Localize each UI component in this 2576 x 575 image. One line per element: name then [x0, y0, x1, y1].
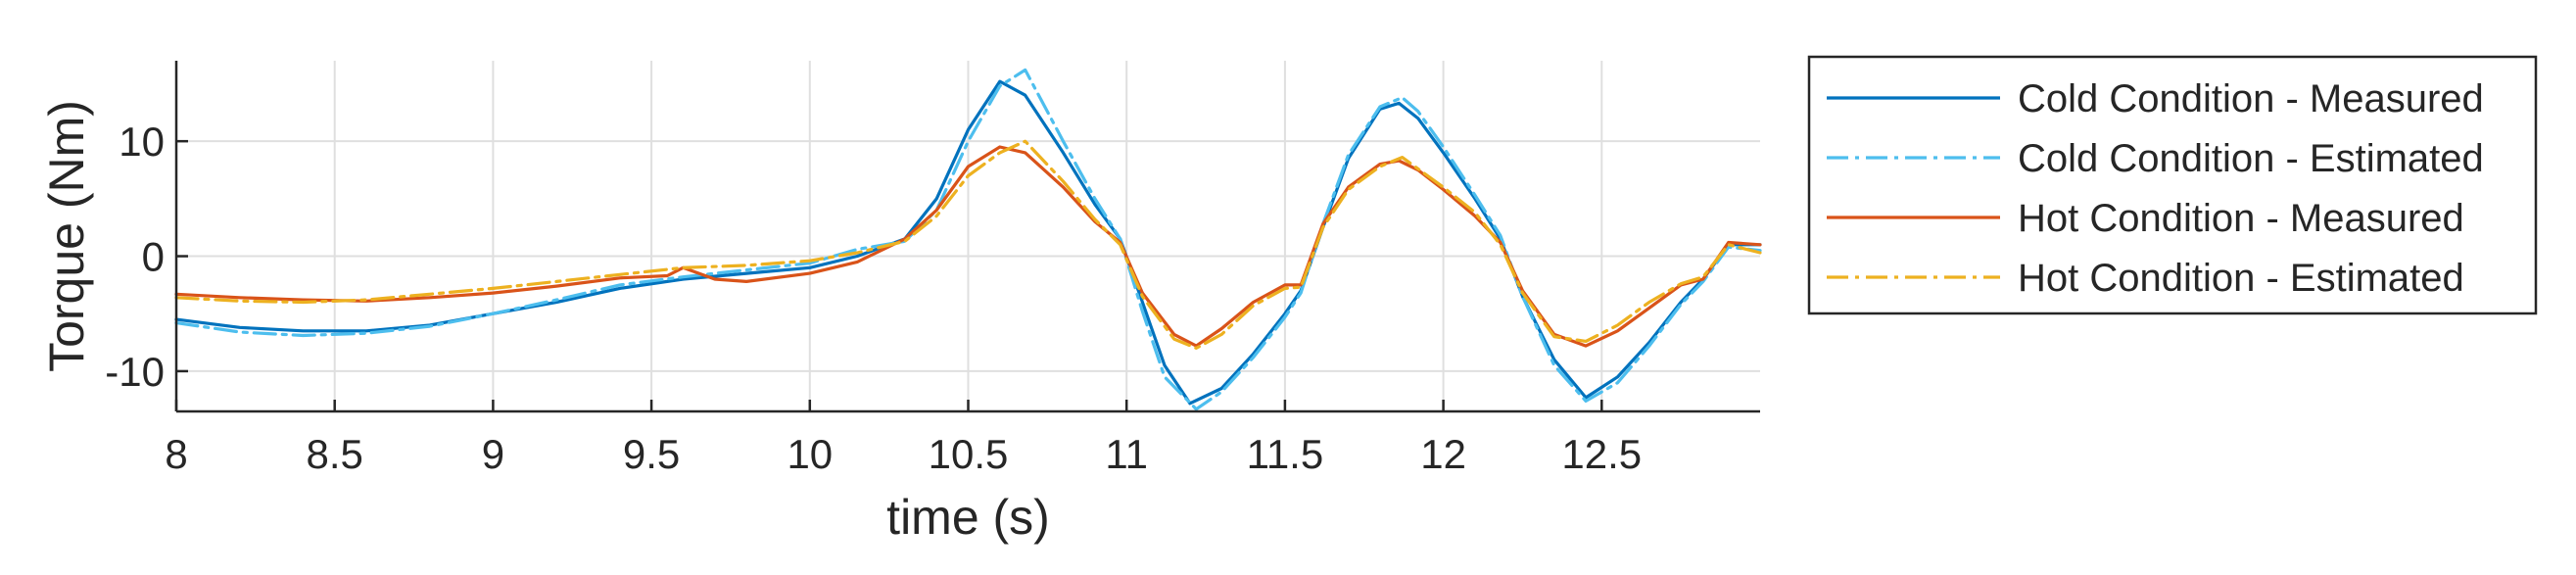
grid — [176, 61, 1760, 411]
series-line-3 — [174, 145, 1762, 348]
x-tick-label: 9 — [482, 431, 504, 477]
y-axis-title: Torque (Nm) — [39, 100, 94, 372]
x-tick-label: 10.5 — [929, 431, 1009, 477]
x-tick-label: 10 — [787, 431, 833, 477]
x-tick-label: 12 — [1420, 431, 1466, 477]
legend-label-2: Cold Condition - Estimated — [2018, 137, 2484, 180]
y-tick-label: 0 — [142, 234, 165, 280]
x-tick-label: 8.5 — [307, 431, 363, 477]
y-tick-label: 10 — [119, 119, 165, 165]
x-tick-label: 8 — [165, 431, 187, 477]
x-axis-title: time (s) — [886, 490, 1050, 545]
legend: Cold Condition - Measured Cold Condition … — [1807, 55, 2538, 315]
legend-label-3: Hot Condition - Measured — [2018, 197, 2464, 240]
series-line-2 — [174, 68, 1762, 411]
x-tick-label: 11 — [1105, 431, 1148, 477]
series-lines — [174, 68, 1762, 411]
tick-labels: 8 8.5 9 9.5 10 10.5 11 11.5 12 12.5 -10 0 10 — [105, 119, 1642, 477]
axes — [174, 61, 1760, 413]
legend-label-4: Hot Condition - Estimated — [2018, 257, 2464, 300]
x-tick-label: 9.5 — [623, 431, 680, 477]
legend-box — [1807, 55, 2538, 315]
x-tick-label: 12.5 — [1561, 431, 1642, 477]
series-line-1 — [174, 79, 1762, 406]
legend-label-1: Cold Condition - Measured — [2018, 77, 2484, 120]
series-line-4 — [174, 139, 1762, 350]
y-tick-label: -10 — [105, 349, 165, 395]
x-tick-label: 11.5 — [1247, 431, 1324, 477]
